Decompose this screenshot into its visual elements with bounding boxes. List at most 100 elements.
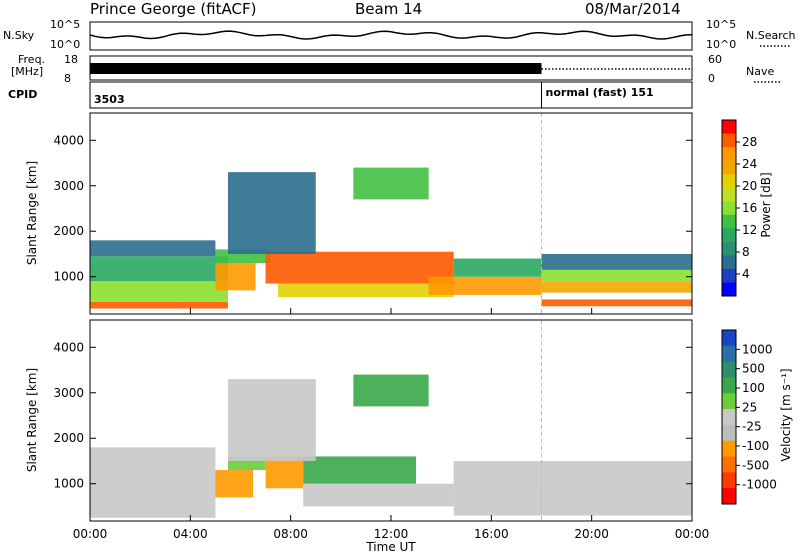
colorbar-frame [721, 329, 737, 505]
x-tick-label: 20:00 [574, 527, 609, 541]
heatmap-cell [215, 470, 254, 498]
heatmap-cell [428, 276, 542, 295]
y-tick-label: 4000 [53, 133, 84, 147]
colorbar-tick-label: 100 [742, 381, 765, 395]
y-tick-label: 4000 [53, 340, 84, 354]
colorbar-tick-label: 4 [742, 267, 750, 281]
colorbar-swatch [722, 472, 736, 489]
heatmap-cell [541, 281, 692, 293]
colorbar-tick-label: -25 [742, 420, 762, 434]
y-tick-label: 1000 [53, 477, 84, 491]
cpid-segment-0: 3503 [94, 93, 125, 106]
colorbar-tick-label: -500 [742, 458, 769, 472]
velocity-heatmap [90, 320, 692, 521]
colorbar-swatch [722, 393, 736, 410]
velocity-panel: 1000 2000 3000 4000 Slant Range [km] 1000 50… [25, 319, 793, 522]
colorbar-swatch [722, 214, 736, 229]
date-title: 08/Mar/2014 [585, 0, 681, 18]
freq-tick-bottom: 8 [64, 72, 71, 85]
velocity-ylabel: Slant Range [km] [25, 368, 39, 472]
colorbar-swatch [722, 361, 736, 378]
nsearch-tick-bottom: 10^0 [706, 38, 736, 51]
colorbar-swatch [722, 133, 736, 148]
heatmap-cell [453, 460, 692, 516]
power-colorbar-label: Power [dB] [759, 172, 773, 237]
heatmap-cell [303, 483, 454, 507]
colorbar-swatch [722, 201, 736, 216]
colorbar-swatch [722, 120, 736, 135]
colorbar-tick-label: 25 [742, 400, 757, 414]
colorbar-swatch [722, 330, 736, 347]
colorbar-tick-label: 16 [742, 201, 757, 215]
nsky-series [89, 30, 693, 40]
cpid-segment-1: normal (fast) 151 [546, 86, 654, 99]
station-title: Prince George (fitACF) [90, 0, 256, 18]
colorbar-tick-label: 1000 [742, 342, 773, 356]
y-tick-label: 3000 [53, 386, 84, 400]
colorbar-tick-label: 500 [742, 362, 765, 376]
heatmap-cell [541, 269, 692, 282]
heatmap-cell [227, 379, 316, 461]
nsky-tick-bottom: 10^0 [50, 38, 80, 51]
freq-tick-top: 18 [64, 53, 78, 66]
x-tick-label: 12:00 [374, 527, 409, 541]
y-tick-label: 2000 [53, 224, 84, 238]
colorbar-tick-label: 24 [742, 157, 757, 171]
colorbar-swatch [722, 187, 736, 202]
velocity-colorbar-label: Velocity [m s⁻¹] [779, 368, 793, 461]
colorbar-swatch [722, 160, 736, 175]
freq-series [90, 63, 542, 74]
nave-tick-bottom: 0 [708, 72, 715, 85]
colorbar-tick-label: 12 [742, 223, 757, 237]
y-tick-label: 2000 [53, 431, 84, 445]
colorbar-tick-label: 20 [742, 179, 757, 193]
heatmap-cell [303, 456, 417, 484]
heatmap-cell [265, 251, 454, 284]
heatmap-cell [215, 263, 256, 291]
cpid-panel: CPID 3503 normal (fast) 151 [8, 81, 693, 109]
colorbar-tick-label: 8 [742, 245, 750, 259]
heatmap-cell [278, 283, 454, 298]
colorbar-tick-label: -100 [742, 439, 769, 453]
heatmap-cell [353, 167, 429, 200]
heatmap-cell [90, 301, 228, 309]
heatmap-cell [90, 281, 228, 302]
colorbar-swatch [722, 174, 736, 189]
nave-label: Nave [746, 65, 774, 78]
nave-tick-top: 60 [708, 53, 722, 66]
x-axis: 00:00 04:00 08:00 12:00 16:00 20:00 00:00 [73, 308, 709, 541]
y-tick-label: 1000 [53, 270, 84, 284]
colorbar-swatch [722, 377, 736, 394]
power-y-axis: 1000 2000 3000 4000 [53, 133, 692, 284]
velocity-y-axis: 1000 2000 3000 4000 [53, 340, 692, 491]
colorbar-swatch [722, 440, 736, 458]
heatmap-cell [90, 447, 216, 518]
colorbar-swatch [722, 409, 736, 426]
heatmap-cell [265, 456, 304, 489]
colorbar-swatch [722, 228, 736, 243]
colorbar-swatch [722, 488, 736, 505]
x-tick-label: 16:00 [474, 527, 509, 541]
power-ylabel: Slant Range [km] [25, 161, 39, 265]
colorbar-swatch [722, 268, 736, 283]
heatmap-cell [541, 299, 692, 307]
colorbar-swatch [722, 424, 736, 442]
colorbar-swatch [722, 282, 736, 297]
colorbar-swatch [722, 456, 736, 473]
beam-title: Beam 14 [355, 0, 422, 18]
heatmap-cell [353, 374, 429, 407]
x-tick-label: 00:00 [73, 527, 108, 541]
freq-unit: [MHz] [11, 65, 43, 78]
colorbar-swatch [722, 241, 736, 256]
heatmap-cell [90, 240, 216, 257]
nsky-tick-top: 10^5 [50, 18, 80, 31]
x-tick-label: 04:00 [173, 527, 208, 541]
nsky-label: N.Sky [3, 29, 35, 42]
heatmap-cell [541, 253, 692, 270]
y-tick-label: 3000 [53, 179, 84, 193]
cpid-label: CPID [8, 88, 37, 101]
freq-panel: Freq. [MHz] 18 8 60 0 Nave [11, 53, 780, 85]
power-heatmap [90, 113, 692, 314]
colorbar-swatch [722, 255, 736, 270]
